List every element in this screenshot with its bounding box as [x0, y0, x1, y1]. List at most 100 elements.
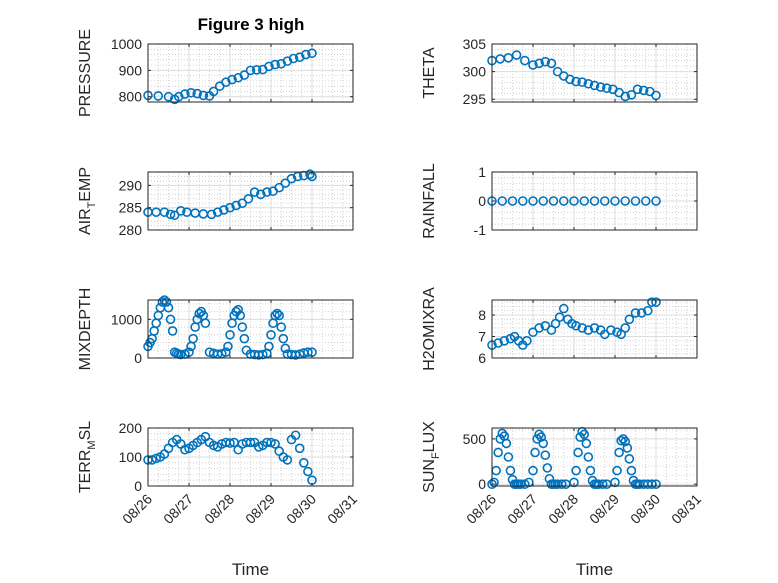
x-axis-label: Time: [232, 560, 269, 579]
data-point: [583, 452, 594, 462]
y-tick-label: 1: [478, 164, 486, 180]
data-point: [577, 77, 588, 87]
data-point: [237, 322, 248, 332]
data-point: [272, 308, 282, 319]
data-series: [143, 430, 317, 486]
data-point: [188, 333, 198, 344]
data-point: [270, 310, 280, 321]
subplot-5: 0 1000 MIXDEPTH: [77, 288, 354, 371]
data-point: [280, 343, 291, 354]
data-point: [640, 196, 651, 206]
data-point: [624, 314, 635, 325]
data-point: [266, 329, 276, 340]
y-axis-label: TERRMSL: [77, 421, 98, 493]
data-point: [534, 58, 544, 69]
data-point: [301, 49, 311, 60]
data-point: [599, 196, 610, 206]
data-point: [581, 438, 592, 449]
y-tick-label: 1000: [111, 36, 142, 52]
data-point: [651, 196, 661, 206]
data-point: [528, 196, 538, 206]
axes-box: [491, 299, 698, 359]
data-point: [303, 347, 313, 358]
data-point: [534, 429, 544, 440]
data-point: [501, 438, 512, 449]
data-point: [235, 310, 246, 321]
y-tick-label: 900: [119, 62, 143, 78]
data-point: [243, 193, 254, 204]
data-point: [212, 207, 223, 217]
data-point: [286, 173, 297, 184]
data-point: [614, 447, 624, 458]
data-point: [200, 318, 211, 329]
data-point: [624, 454, 635, 464]
data-point: [651, 479, 661, 489]
data-point: [651, 297, 661, 307]
data-point: [180, 444, 190, 455]
data-point: [589, 196, 600, 206]
y-axis-label: H2OMIXRA: [421, 287, 438, 371]
data-point: [245, 437, 256, 448]
x-axis-label: Time: [576, 560, 613, 579]
data-point: [208, 86, 219, 97]
data-point: [270, 59, 280, 70]
y-tick-label: 800: [119, 89, 143, 105]
data-point: [294, 443, 305, 454]
data-point: [599, 329, 610, 340]
data-point: [233, 304, 243, 315]
data-point: [257, 349, 268, 360]
data-point: [239, 70, 250, 80]
data-point: [571, 320, 581, 331]
data-point: [536, 432, 547, 442]
data-point: [225, 202, 235, 213]
data-point: [511, 50, 522, 60]
data-point: [186, 87, 196, 98]
y-tick-label: 305: [463, 36, 487, 52]
data-point: [583, 325, 594, 335]
data-point: [579, 429, 590, 440]
data-point: [198, 90, 209, 101]
data-point: [245, 65, 256, 76]
data-point: [528, 327, 538, 338]
data-point: [264, 341, 274, 352]
data-point: [530, 447, 540, 458]
axes-box: [147, 171, 354, 231]
data-point: [305, 169, 315, 180]
data-point: [262, 187, 272, 197]
data-point: [569, 196, 579, 206]
data-point: [227, 74, 237, 85]
data-point: [176, 206, 186, 216]
data-point: [630, 196, 641, 206]
data-series: [487, 50, 661, 102]
axes-box: [147, 299, 354, 359]
data-point: [630, 308, 641, 318]
y-axis-label: THETA: [421, 47, 438, 99]
data-point: [589, 323, 600, 333]
y-tick-label: 7: [478, 329, 486, 345]
y-axis-label: SUNFLUX: [421, 421, 442, 493]
data-series: [487, 297, 661, 350]
data-point: [307, 48, 317, 59]
data-point: [167, 326, 178, 336]
data-point: [548, 196, 559, 206]
data-point: [161, 297, 172, 307]
data-point: [542, 463, 553, 473]
subplot-6: 6 7 8 H2OMIXRA: [421, 287, 698, 371]
y-axis-label: MIXDEPTH: [77, 288, 94, 371]
data-point: [219, 205, 229, 215]
y-tick-label: 300: [463, 64, 487, 80]
data-point: [583, 78, 594, 89]
data-point: [206, 209, 217, 220]
data-point: [585, 465, 596, 476]
y-tick-label: 100: [119, 449, 143, 465]
y-tick-label: 0: [134, 478, 142, 494]
data-point: [493, 338, 503, 348]
y-tick-label: -1: [474, 222, 487, 238]
data-point: [610, 196, 620, 206]
data-point: [151, 453, 161, 464]
data-point: [565, 74, 575, 85]
data-point: [538, 438, 549, 449]
data-point: [632, 84, 643, 95]
